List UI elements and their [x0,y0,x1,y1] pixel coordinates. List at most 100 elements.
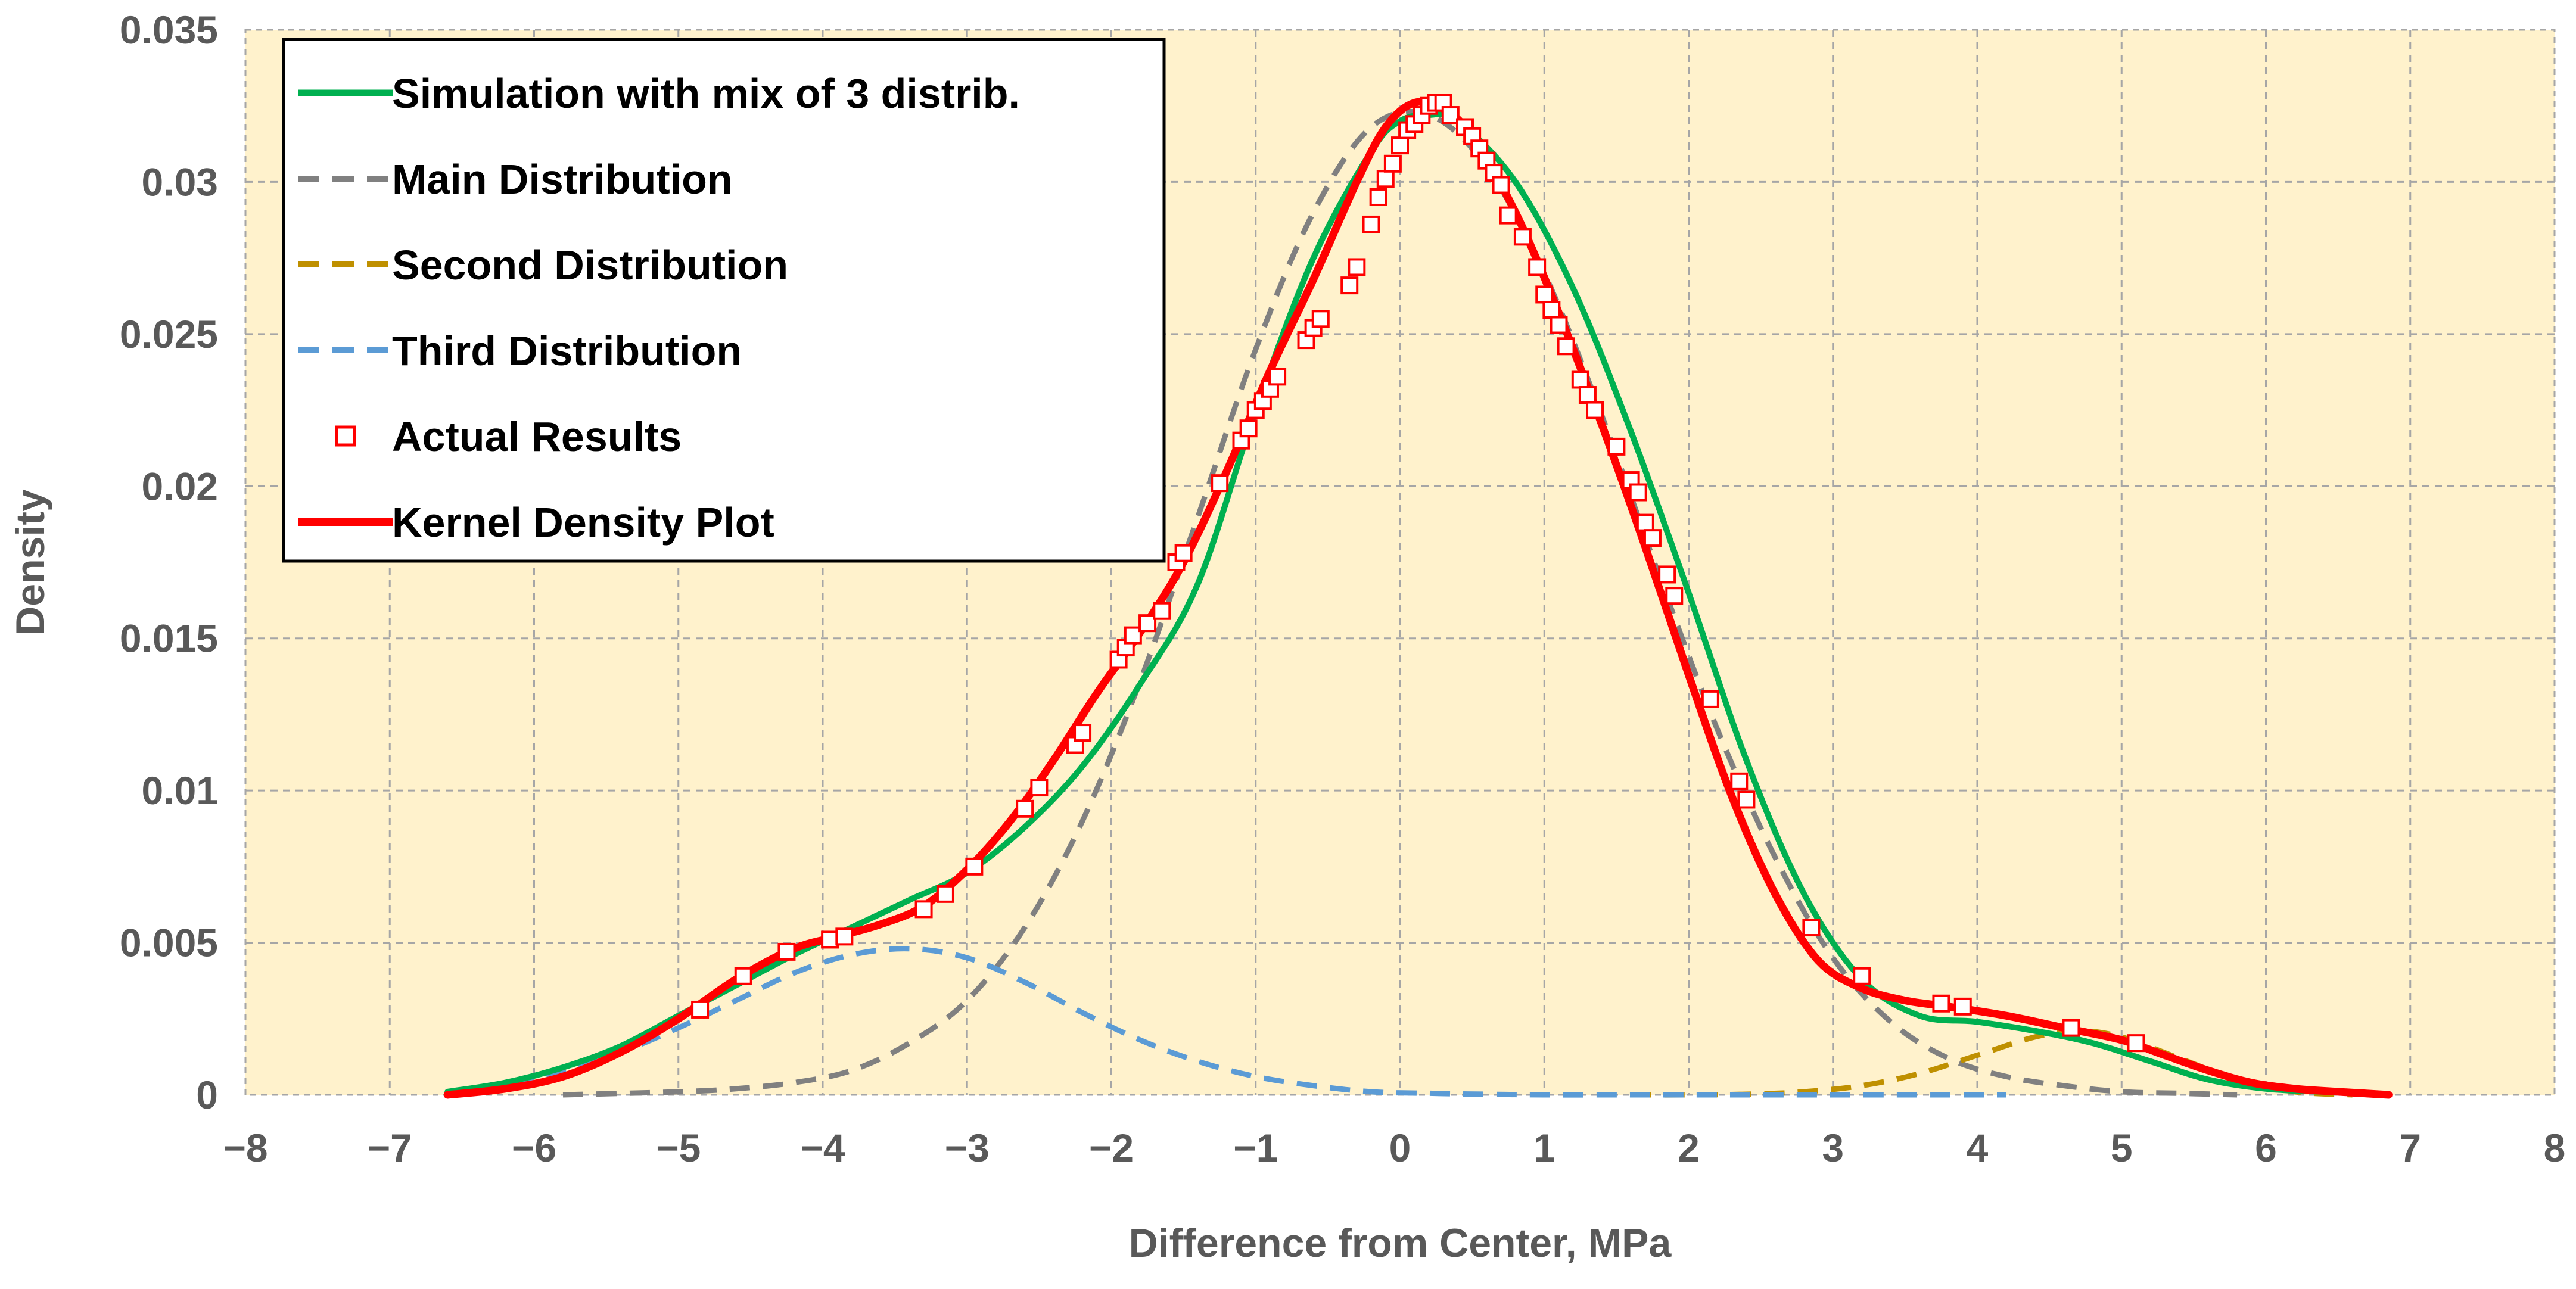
x-tick-label: 6 [2255,1126,2277,1170]
actual-result-point [734,967,752,985]
x-tick-label: −4 [800,1126,845,1170]
x-tick-label: −5 [656,1126,701,1170]
actual-result-point [1268,368,1287,386]
y-tick-label: 0.02 [142,464,218,508]
actual-result-point [1542,300,1561,319]
y-axis-ticks: 0 0.005 0.01 0.015 0.02 0.025 0.03 0.035 [120,8,218,1117]
legend-simulation: Simulation with mix of 3 distrib. [298,70,1020,117]
y-tick-label: 0.03 [142,160,218,204]
legend-swatch-marker [335,425,356,447]
actual-result-point [1636,513,1654,532]
actual-result-point [691,1000,710,1019]
series-layer [443,94,2393,1099]
actual-result-point [1211,474,1229,493]
actual-result-point [1643,529,1662,547]
actual-result-point [1138,614,1157,633]
actual-result-point [1391,136,1409,155]
x-axis-title: Difference from Center, MPa [1129,1220,1672,1266]
actual-result-point [965,857,984,876]
legend-second-distribution: Second Distribution [298,242,788,288]
actual-result-point [1701,690,1719,708]
legend-actual-results: Actual Results [335,413,682,460]
x-axis-ticks: −8 −7 −6 −5 −4 −3 −2 −1 0 1 2 3 4 5 6 7 8 [223,1126,2565,1170]
x-tick-label: −1 [1233,1126,1278,1170]
actual-result-point [936,885,954,903]
actual-result-point [1932,994,1950,1013]
actual-result-point [821,930,839,949]
actual-result-point [1607,437,1626,456]
actual-result-point [1658,565,1676,584]
actual-result-point [1550,316,1568,334]
actual-result-point [1369,188,1387,206]
x-tick-label: 8 [2544,1126,2566,1170]
third-distribution-line [447,946,2006,1098]
y-tick-label: 0.005 [120,921,218,965]
actual-result-point [1802,919,1821,937]
legend-label: Simulation with mix of 3 distrib. [392,70,1020,117]
x-tick-label: 0 [1389,1126,1411,1170]
actual-result-point [1376,170,1395,188]
actual-result-point [1853,967,1871,985]
actual-result-point [1578,386,1597,404]
x-tick-label: −8 [223,1126,267,1170]
y-tick-label: 0.015 [120,617,218,661]
actual-result-point [1730,772,1749,790]
actual-result-point [1030,779,1049,797]
legend-kernel-density: Kernel Density Plot [298,499,774,546]
y-tick-label: 0.025 [120,312,218,356]
actual-result-point [1535,285,1554,304]
actual-result-point [1665,587,1684,605]
x-tick-label: 1 [1533,1126,1555,1170]
actual-result-point [1499,206,1517,225]
y-tick-label: 0 [196,1073,218,1117]
y-axis-title: Density [8,489,53,636]
actual-result-point [1513,228,1532,246]
actual-result-point [2062,1019,2080,1037]
x-tick-label: −6 [512,1126,556,1170]
x-tick-label: −2 [1089,1126,1134,1170]
actual-result-point [1571,370,1589,389]
actual-result-point [835,927,854,946]
legend-box [282,38,1166,563]
x-tick-label: 7 [2399,1126,2421,1170]
y-tick-label: 0.035 [120,8,218,52]
legend-label: Kernel Density Plot [392,499,774,546]
x-tick-label: 2 [1678,1126,1700,1170]
actual-result-point [1340,276,1359,295]
actual-result-point [1239,419,1258,438]
actual-result-point [1528,258,1547,276]
y-tick-label: 0.01 [142,768,218,812]
actual-result-point [2127,1034,2145,1053]
legend-label: Third Distribution [392,328,742,374]
actual-result-point [1362,215,1380,233]
x-tick-label: 3 [1822,1126,1844,1170]
legend-label: Second Distribution [392,242,788,288]
actual-result-point [1074,724,1092,742]
actual-result-point [1383,154,1402,173]
legend-label: Actual Results [392,413,682,460]
actual-result-point [914,900,933,919]
actual-result-point [1311,310,1330,328]
actual-result-point [1174,544,1193,562]
actual-result-point [1016,799,1034,818]
x-tick-label: 4 [1967,1126,1989,1170]
actual-results-markers [691,94,2145,1053]
actual-result-point [1124,626,1142,644]
actual-result-point [1153,602,1171,620]
actual-result-point [1348,258,1366,276]
actual-result-point [1557,337,1575,356]
legend-label: Main Distribution [392,156,733,203]
legend-third-distribution: Third Distribution [298,328,742,374]
actual-result-point [1586,401,1604,419]
actual-result-point [1953,997,1972,1016]
x-tick-label: 5 [2111,1126,2133,1170]
actual-result-point [1629,483,1647,502]
actual-result-point [1737,790,1756,809]
x-tick-label: −7 [368,1126,412,1170]
legend-entries: Simulation with mix of 3 distrib. Main Di… [298,70,1020,546]
actual-result-point [1492,176,1510,194]
x-tick-label: −3 [945,1126,990,1170]
actual-result-point [777,942,796,961]
actual-result-point [1441,106,1460,124]
